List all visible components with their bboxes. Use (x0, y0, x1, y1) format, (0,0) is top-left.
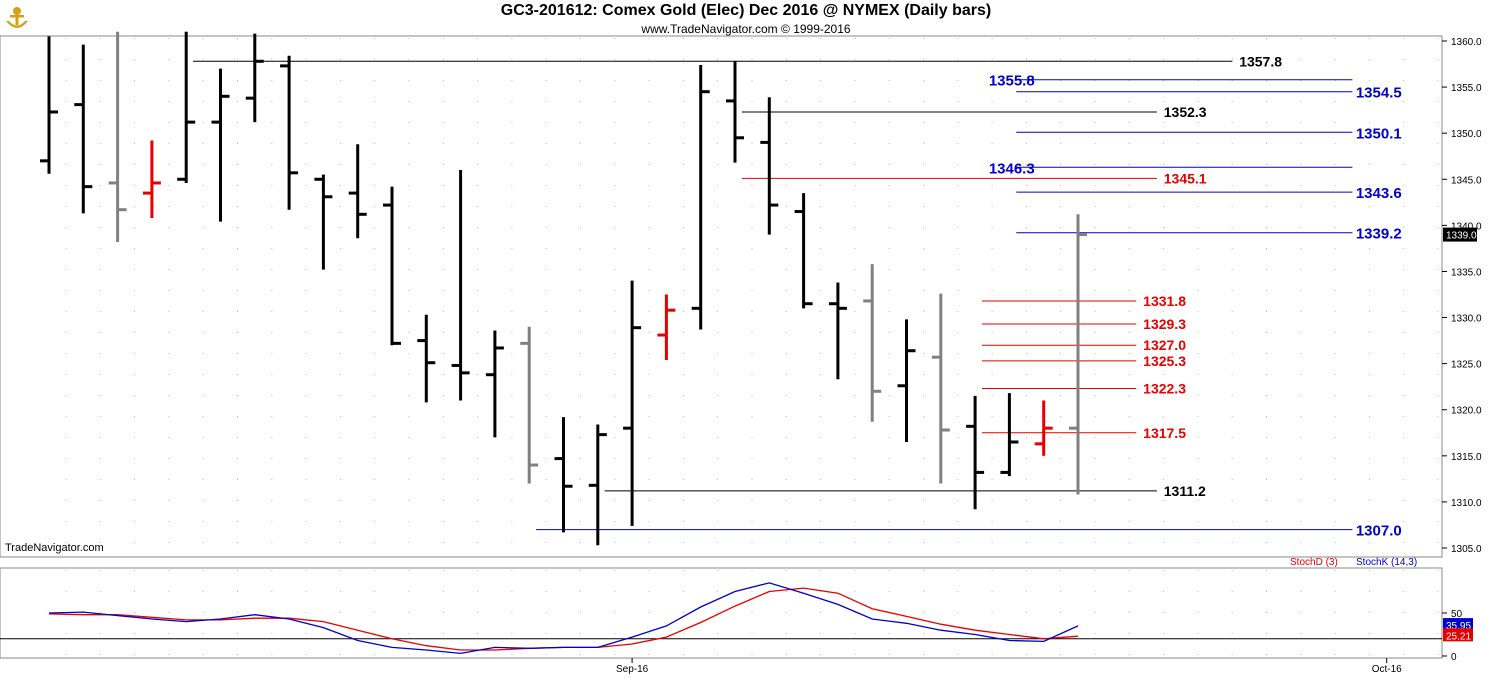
ohlc-bar (863, 264, 882, 422)
stoch-tick-label: 50 (1451, 609, 1463, 620)
ohlc-bar (1069, 214, 1087, 495)
chart-title: GC3-201612: Comex Gold (Elec) Dec 2016 @… (500, 2, 992, 19)
ohlc-bar (1034, 400, 1053, 456)
price-tick-label: 1345.0 (1451, 175, 1482, 186)
ohlc-bar (245, 33, 264, 123)
ohlc-bar (142, 140, 161, 218)
ohlc-bar (897, 319, 916, 442)
ohlc-bar (1000, 393, 1019, 477)
ohlc-bar (177, 31, 196, 183)
time-tick-label: Oct-16 (1372, 664, 1402, 675)
price-bars-layer (40, 31, 1087, 546)
level-label: 1307.0 (1356, 523, 1402, 540)
watermark-text: TradeNavigator.com (5, 542, 104, 554)
last-price-box (1443, 227, 1477, 242)
legend-stoch-d: StochD (3) (1290, 557, 1338, 568)
price-panel-frame (0, 35, 1443, 558)
ohlc-bar (760, 97, 779, 235)
ohlc-bar (931, 293, 950, 484)
ohlc-bar (485, 330, 504, 438)
stoch-d-value-box (1443, 628, 1473, 642)
ohlc-bar (794, 193, 813, 309)
grid-layer (65, 38, 1439, 657)
ohlc-bar (211, 68, 230, 222)
ohlc-bar (588, 424, 607, 546)
ohlc-bar (554, 417, 573, 533)
stoch-k-line (48, 582, 1079, 655)
level-label: 1325.3 (1143, 353, 1186, 369)
time-tick-label: Sep-16 (616, 664, 649, 675)
copyright-text: www.TradeNavigator.com © 1999-2016 (641, 22, 851, 36)
level-label: 1311.2 (1164, 483, 1206, 499)
time-axis: Sep-16 Oct-16 (616, 658, 1402, 675)
stoch-k-value-box (1443, 618, 1473, 632)
price-tick-label: 1310.0 (1451, 498, 1482, 509)
price-axis: 1305.0 1310.0 1315.0 1320.0 1325.0 1330.0 1335… (1442, 37, 1482, 555)
ohlc-bar (40, 36, 58, 174)
level-label: 1345.1 (1164, 170, 1207, 186)
ohlc-bar (520, 326, 539, 484)
ohlc-bar (108, 31, 127, 242)
price-tick-label: 1315.0 (1451, 452, 1482, 463)
ohlc-bar (280, 55, 299, 210)
level-label: 1327.0 (1143, 337, 1186, 353)
stoch-d-value: 25.21 (1446, 631, 1471, 642)
ohlc-bar (966, 395, 985, 510)
ohlc-bar (74, 44, 93, 214)
ohlc-bar (348, 144, 367, 239)
stoch-d-line (48, 587, 1079, 651)
level-label: 1331.8 (1143, 293, 1186, 309)
price-tick-label: 1320.0 (1451, 406, 1482, 417)
legend-stoch-k: StochK (14,3) (1356, 557, 1417, 568)
price-tick-label: 1350.0 (1451, 129, 1482, 140)
price-tick-label: 1305.0 (1451, 544, 1482, 555)
level-label: 1339.2 (1356, 226, 1402, 243)
price-tick-label: 1335.0 (1451, 267, 1482, 278)
level-label: 1329.3 (1143, 316, 1186, 332)
stoch-k-value: 35.95 (1446, 621, 1471, 632)
level-lines-layer: 1357.8 1355.8 1354.5 1352.3 1350.1 1346.3 1345… (193, 53, 1402, 540)
level-label: 1317.5 (1143, 425, 1186, 441)
level-label: 1354.5 (1356, 85, 1402, 102)
ohlc-bar (383, 186, 401, 346)
level-label: 1322.3 (1143, 381, 1186, 397)
last-price-label: 1339.0 (1446, 231, 1477, 242)
price-tick-label: 1360.0 (1451, 37, 1482, 48)
ohlc-bar (417, 314, 436, 403)
price-tick-label: 1325.0 (1451, 360, 1482, 371)
ohlc-bar (451, 170, 470, 401)
price-tick-label: 1355.0 (1451, 83, 1482, 94)
tradenavigator-logo-icon (2, 3, 32, 38)
level-label: 1357.8 (1239, 53, 1282, 69)
level-label: 1355.8 (989, 73, 1035, 90)
ohlc-bar (726, 61, 744, 163)
level-label: 1352.3 (1164, 104, 1207, 120)
price-tick-label: 1330.0 (1451, 314, 1482, 325)
stoch-tick-label: 0 (1451, 652, 1457, 663)
price-tick-label: 1340.0 (1451, 221, 1482, 232)
ohlc-bar (828, 282, 847, 380)
ohlc-bar (314, 174, 333, 270)
level-label: 1350.1 (1356, 125, 1402, 142)
level-label: 1343.6 (1356, 185, 1402, 202)
level-label: 1346.3 (989, 160, 1035, 177)
ohlc-bar (657, 294, 676, 360)
ohlc-bar (623, 280, 642, 526)
ohlc-bar (691, 64, 710, 330)
